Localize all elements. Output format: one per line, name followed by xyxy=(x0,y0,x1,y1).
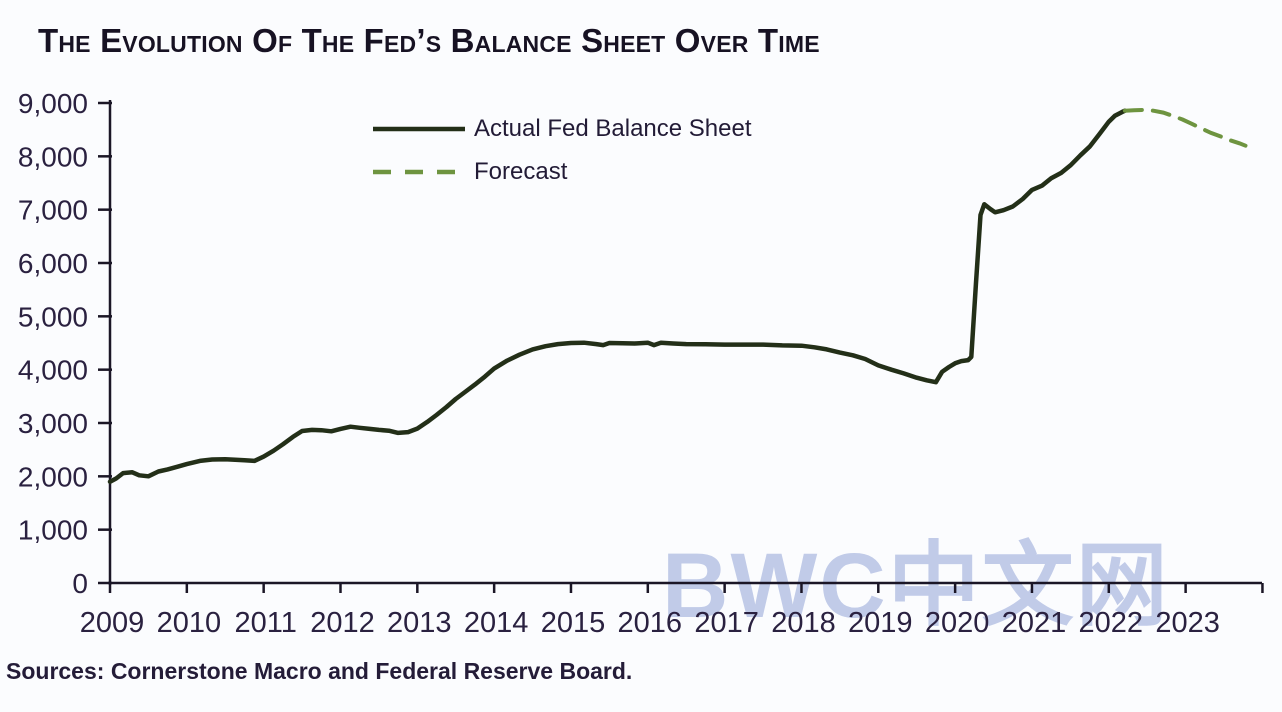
chart-title: The Evolution Of The Fed’s Balance Sheet… xyxy=(38,22,820,59)
y-tick-label: 8,000 xyxy=(18,141,88,172)
x-tick-label: 2009 xyxy=(80,607,145,639)
x-tick-label: 2019 xyxy=(848,607,913,639)
watermark-text: BWC中文网 xyxy=(662,535,1170,637)
x-tick-label: 2015 xyxy=(541,607,606,639)
x-tick-label: 2013 xyxy=(387,607,452,639)
actual-line-sample xyxy=(373,126,465,131)
y-tick-label: 6,000 xyxy=(18,248,88,279)
forecast-line-sample xyxy=(373,169,465,174)
chart-legend: Actual Fed Balance Sheet Forecast xyxy=(373,107,752,193)
forecast-line-series xyxy=(1122,107,1248,148)
y-tick-label: 3,000 xyxy=(18,408,88,439)
y-tick-label: 2,000 xyxy=(18,461,88,492)
x-axis-ticks: 2009 2010 2011 2012 2013 2014 2015 2016 2017 2018… xyxy=(80,583,1264,639)
y-tick-label: 7,000 xyxy=(18,195,88,226)
y-axis-ticks: 0 1,000 2,000 3,000 4,000 5,000 6,000 7,000 8,00… xyxy=(18,88,112,599)
x-tick-label: 2021 xyxy=(1002,607,1067,639)
x-tick-label: 2011 xyxy=(234,607,296,639)
x-tick-label: 2020 xyxy=(925,607,990,639)
x-tick-label: 2017 xyxy=(694,607,759,639)
legend-item-forecast: Forecast xyxy=(373,150,752,193)
actual-line-series xyxy=(107,108,1128,484)
y-tick-label: 4,000 xyxy=(18,355,88,386)
legend-label-forecast: Forecast xyxy=(474,157,568,185)
y-tick-label: 0 xyxy=(72,568,88,599)
x-tick-label: 2022 xyxy=(1079,607,1144,639)
x-tick-label: 2023 xyxy=(1155,607,1220,639)
x-tick-label: 2014 xyxy=(464,607,529,639)
legend-item-actual: Actual Fed Balance Sheet xyxy=(373,107,752,150)
y-tick-label: 9,000 xyxy=(18,88,88,119)
x-tick-label: 2012 xyxy=(310,607,375,639)
y-tick-label: 5,000 xyxy=(18,301,88,332)
y-tick-label: 1,000 xyxy=(18,515,88,546)
x-tick-label: 2010 xyxy=(157,607,222,639)
legend-label-actual: Actual Fed Balance Sheet xyxy=(474,114,752,142)
x-tick-label: 2018 xyxy=(771,607,836,639)
source-note: Sources: Cornerstone Macro and Federal R… xyxy=(6,658,633,684)
x-tick-label: 2016 xyxy=(618,607,683,639)
